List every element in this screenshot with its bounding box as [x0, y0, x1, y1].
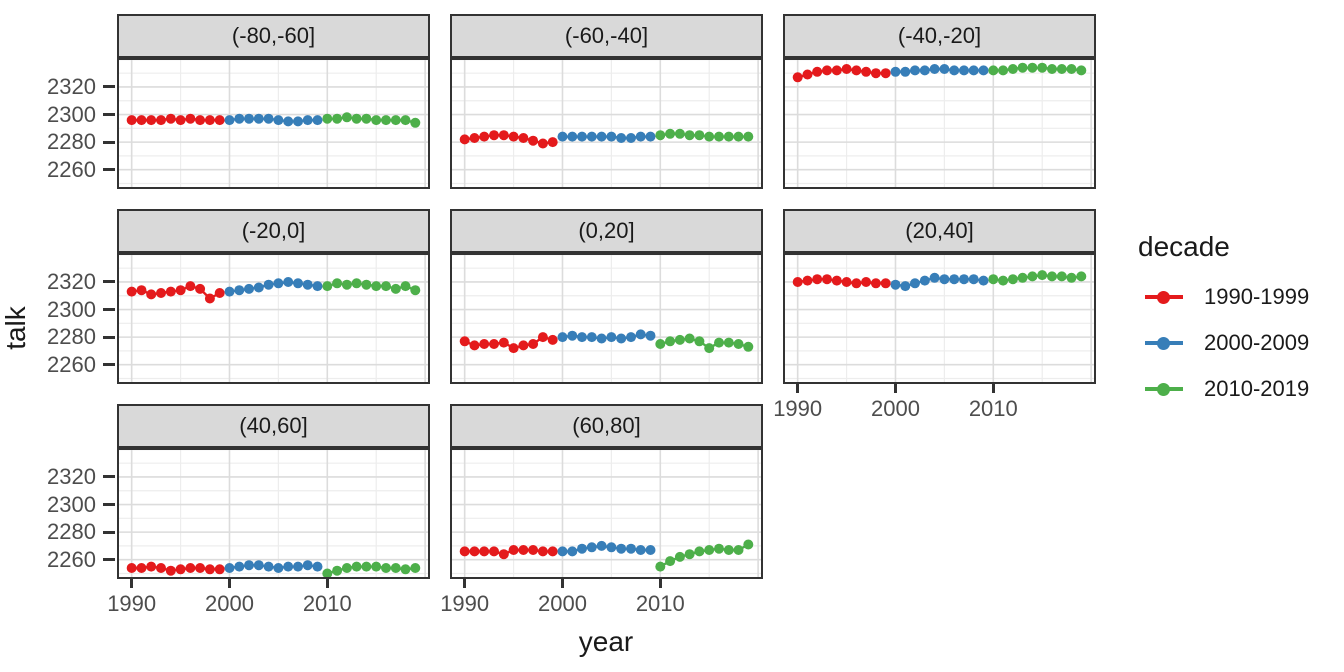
facet-strip-label: (40,60]	[239, 413, 308, 438]
y-tick-label: 2280	[47, 129, 96, 155]
facet-strip-label: (-80,-60]	[231, 23, 316, 48]
x-tick-mark	[658, 579, 662, 588]
x-tick-label: 2010	[302, 591, 352, 616]
y-tick-label: 2320	[47, 268, 96, 294]
y-tick-label: 2280	[47, 519, 96, 545]
y-tick-mark	[103, 140, 115, 144]
facet-panel-canvas	[117, 58, 430, 189]
y-tick-mark	[103, 113, 115, 117]
legend-label: 1990-1999	[1204, 284, 1310, 309]
x-tick-mark	[560, 579, 564, 588]
facet-strip: (-80,-60]	[117, 14, 430, 58]
x-tick-mark	[325, 579, 329, 588]
facet-panel-canvas	[450, 253, 763, 384]
y-tick-mark	[103, 168, 115, 172]
legend: decade 1990-1999 2000-2009	[1138, 230, 1309, 412]
legend-entries: 1990-1999 2000-2009 2010-2019	[1138, 274, 1309, 412]
facet-strip: (0,20]	[450, 209, 763, 253]
facet-panel-4	[117, 253, 430, 384]
legend-label: 2010-2019	[1204, 376, 1310, 401]
facet-panel-6	[783, 253, 1096, 384]
y-tick-label: 2260	[47, 546, 96, 572]
y-tick-mark	[103, 475, 115, 479]
legend-key-icon	[1145, 336, 1183, 351]
x-tick-mark	[796, 384, 800, 393]
x-tick-label: 2000	[538, 591, 587, 616]
facet-panel-3	[783, 58, 1096, 189]
x-tick-label: 2000	[205, 591, 254, 616]
y-tick-label: 2260	[47, 351, 96, 377]
facet-panel-5	[450, 253, 763, 384]
facet-panel-2	[450, 58, 763, 189]
y-tick-label: 2300	[47, 101, 96, 127]
facet-panel-canvas	[450, 448, 763, 579]
y-tick-mark	[103, 308, 115, 312]
y-tick-label: 2300	[47, 491, 96, 517]
legend-label: 2000-2009	[1204, 330, 1310, 355]
facet-panel-8	[450, 448, 763, 579]
y-tick-mark	[103, 280, 115, 284]
legend-key-icon	[1145, 290, 1183, 305]
x-tick-mark	[227, 579, 231, 588]
y-tick-mark	[103, 503, 115, 507]
facet-strip-label: (-40,-20]	[897, 23, 982, 48]
legend-key-dot-icon	[1157, 336, 1170, 350]
facet-strip: (40,60]	[117, 404, 430, 448]
facet-strip: (-40,-20]	[783, 14, 1096, 58]
facet-strip: (-20,0]	[117, 209, 430, 253]
x-tick-label: 1990	[440, 591, 490, 616]
facet-panel-canvas	[117, 448, 430, 579]
legend-key-dot-icon	[1157, 290, 1170, 304]
x-tick-mark	[991, 384, 995, 393]
x-tick-label: 1990	[773, 396, 823, 421]
y-tick-mark	[103, 85, 115, 89]
facet-strip-label: (0,20]	[578, 218, 635, 243]
y-tick-mark	[103, 335, 115, 339]
y-tick-label: 2320	[47, 73, 96, 99]
facet-panel-7	[117, 448, 430, 579]
facet-panel-canvas	[783, 253, 1096, 384]
facet-strip-label: (-60,-40]	[564, 23, 649, 48]
facet-panel-1	[117, 58, 430, 189]
x-tick-label: 2010	[635, 591, 685, 616]
y-tick-mark	[103, 530, 115, 534]
facet-strip-label: (-20,0]	[241, 218, 306, 243]
legend-key-dot-icon	[1157, 382, 1170, 396]
y-tick-label: 2260	[47, 156, 96, 182]
x-tick-label: 2010	[968, 396, 1018, 421]
y-tick-label: 2300	[47, 296, 96, 322]
x-tick-label: 1990	[107, 591, 157, 616]
y-tick-label: 2320	[47, 463, 96, 489]
legend-entry-2000-2009: 2000-2009	[1145, 320, 1309, 366]
x-axis-title: year	[578, 626, 634, 657]
facet-strip: (-60,-40]	[450, 14, 763, 58]
x-tick-label: 2000	[871, 396, 920, 421]
facet-panel-canvas	[450, 58, 763, 189]
facet-strip: (60,80]	[450, 404, 763, 448]
facet-strip-label: (60,80]	[572, 413, 641, 438]
facet-panel-canvas	[117, 253, 430, 384]
y-tick-mark	[103, 558, 115, 562]
legend-entry-1990-1999: 1990-1999	[1145, 274, 1309, 320]
x-tick-mark	[463, 579, 467, 588]
x-tick-mark	[893, 384, 897, 393]
facet-panel-canvas	[783, 58, 1096, 189]
facet-strip: (20,40]	[783, 209, 1096, 253]
legend-title: decade	[1138, 231, 1230, 262]
facet-strip-label: (20,40]	[905, 218, 974, 243]
x-tick-mark	[130, 579, 134, 588]
y-tick-mark	[103, 363, 115, 367]
y-tick-label: 2280	[47, 324, 96, 350]
legend-entry-2010-2019: 2010-2019	[1145, 366, 1309, 412]
legend-key-icon	[1145, 382, 1183, 397]
